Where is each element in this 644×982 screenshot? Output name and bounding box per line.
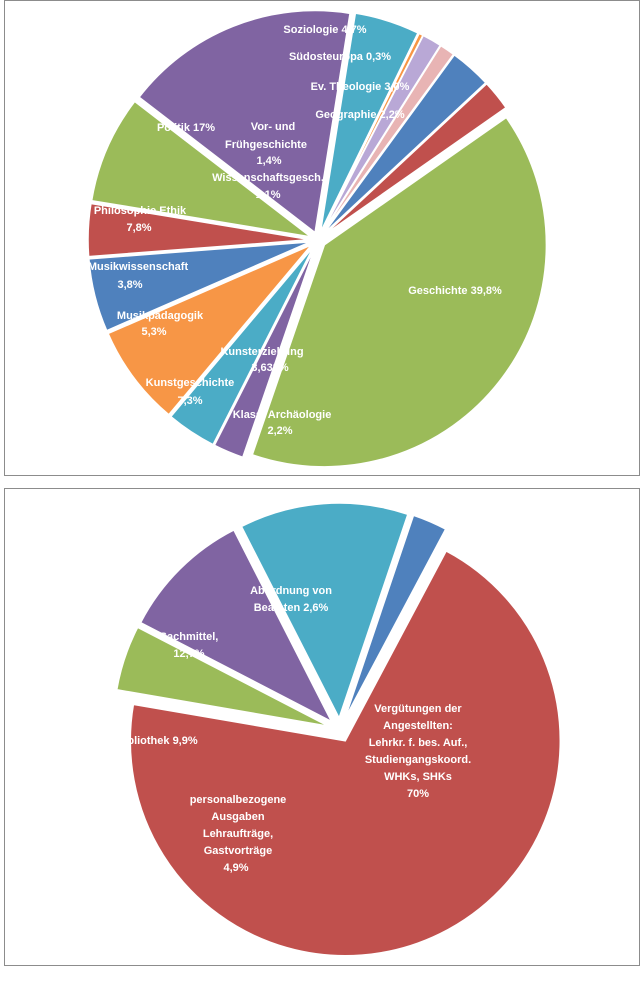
label-musikpaedagogik: Musikpädagogik	[117, 310, 204, 322]
label-kunsterziehung: Kunsterziehung	[220, 346, 303, 358]
pie-slice-geschichte-39-8	[251, 116, 548, 468]
label-kunstgeschichte: Kunstgeschichte	[146, 377, 235, 389]
pie-slice-klass-archaologie-2-2	[213, 247, 316, 459]
label-ev-theologie: Ev. Theologie 3,0%	[311, 81, 410, 93]
pie-slice-politik-17	[138, 9, 351, 234]
pie-slice-wissenschaftsgesch-1-1	[321, 44, 455, 234]
label-verguetungen-line4: Studiengangskoord.	[365, 754, 471, 766]
label-politik: Politik 17%	[157, 122, 215, 134]
pie-slice-kunsterziehung-3-63	[169, 246, 315, 446]
label-wissenschaftsgeschichte: Wissenschaftsgesch.	[212, 172, 324, 184]
pie-chart-2	[115, 502, 562, 957]
label-klass-archaeologie-value: 2,2%	[267, 425, 292, 437]
label-vor-und-fruehgeschichte-value: 1,4%	[256, 155, 281, 167]
label-abordnung-value: Beamten 2,6%	[254, 602, 329, 614]
pie-1-labels: Geschichte 39,8% Klass. Archäologie 2,2%…	[88, 24, 502, 437]
label-vor-und-fruehgeschichte-line2: Frühgeschichte	[225, 139, 307, 151]
label-soziologie: Soziologie 4,7%	[283, 24, 366, 36]
pie-slice-philosophie-ethik-7-8	[90, 100, 312, 238]
label-musikpaedagogik-value: 5,3%	[141, 326, 166, 338]
label-personalbezogene-line2: Ausgaben	[211, 811, 264, 823]
label-philosophie-ethik-value: 7,8%	[126, 222, 151, 234]
label-personalbezogene-value: 4,9%	[223, 862, 248, 874]
pie-slice-musikwissenschaft-3-8	[87, 202, 311, 258]
label-musikwissenschaft: Musikwissenschaft	[88, 261, 189, 273]
label-kunstgeschichte-value: 7,3%	[177, 395, 202, 407]
label-personalbezogene: personalbezogene	[190, 794, 287, 806]
pie-slice-abordnung-von-beamten-2-6	[344, 514, 447, 720]
label-klass-archaeologie: Klass. Archäologie	[233, 409, 332, 421]
label-sachmittel: Sachmittel,	[160, 631, 219, 643]
label-sachmittel-value: 12,7%	[173, 648, 204, 660]
pie-slice-vergutungen-der-angestellten-lehrkr-f-be	[129, 549, 562, 957]
label-wissenschaftsgeschichte-value: 1,1%	[255, 189, 280, 201]
pie-chart-1	[87, 9, 548, 468]
label-musikwissenschaft-value: 3,8%	[117, 279, 142, 291]
label-personalbezogene-line3: Lehraufträge,	[203, 828, 273, 840]
label-philosophie-ethik: Philosophie Ethik	[94, 205, 187, 217]
pie-slice-personalbezogene-ausgaben-lehrauftrage-g	[115, 626, 329, 727]
pie-slice-ev-theologie-3-0	[322, 53, 487, 235]
label-abordnung: Abordnung von	[250, 585, 332, 597]
pie-2-labels: Vergütungen der Angestellten: Lehrkr. f.…	[116, 585, 471, 874]
pie-slice-sachmittel-12-7	[240, 502, 409, 720]
pie-slice-kunstgeschichte-7-3	[107, 244, 313, 416]
label-geographie: Geographie 2,2%	[315, 109, 404, 121]
pie-slice-geographie-2-2	[323, 82, 508, 236]
label-suedosteuropa: Südosteuropa 0,3%	[289, 51, 391, 63]
label-bibliothek: Bibliothek 9,9%	[116, 735, 198, 747]
label-geschichte: Geschichte 39,8%	[408, 285, 502, 297]
label-verguetungen-value: 70%	[407, 788, 429, 800]
label-verguetungen-line5: WHKs, SHKs	[384, 771, 452, 783]
label-kunsterziehung-value: 3,632%	[251, 362, 289, 374]
label-vor-und-fruehgeschichte: Vor- und	[251, 121, 295, 133]
pie-slice-bibliothek-9-9	[139, 528, 334, 724]
label-verguetungen: Vergütungen der	[374, 703, 462, 715]
pie-slice-soziologie-4-7	[319, 12, 419, 233]
label-verguetungen-line3: Lehrkr. f. bes. Auf.,	[369, 737, 468, 749]
label-personalbezogene-line4: Gastvorträge	[204, 845, 272, 857]
pie-slice-musikpadagogik-5-3	[88, 241, 311, 332]
label-verguetungen-line2: Angestellten:	[383, 720, 453, 732]
